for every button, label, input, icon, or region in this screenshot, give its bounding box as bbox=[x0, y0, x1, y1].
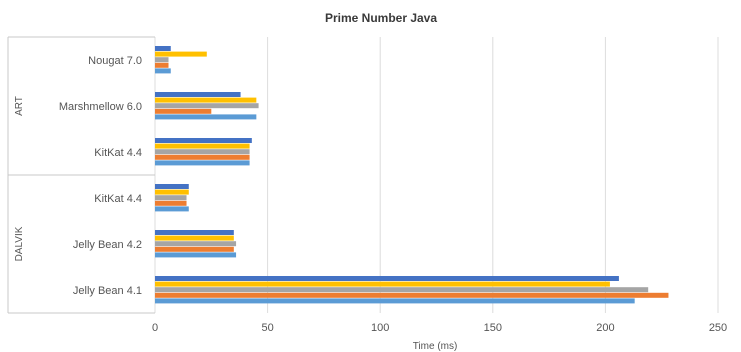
category-label: Jelly Bean 4.2 bbox=[73, 239, 142, 251]
bar bbox=[155, 57, 169, 63]
category-label: Jelly Bean 4.1 bbox=[73, 285, 142, 297]
x-tick-label: 150 bbox=[484, 322, 502, 334]
bar bbox=[155, 235, 234, 241]
bar bbox=[155, 252, 237, 258]
x-tick-label: 50 bbox=[261, 322, 273, 334]
bar bbox=[155, 298, 635, 304]
group-separators bbox=[7, 36, 155, 314]
group-label: ART bbox=[14, 96, 25, 116]
bar bbox=[155, 92, 241, 97]
bar bbox=[155, 103, 259, 109]
x-tick-label: 250 bbox=[709, 322, 727, 334]
bar bbox=[155, 68, 171, 74]
category-label: Marshmellow 6.0 bbox=[59, 101, 142, 113]
bar bbox=[155, 143, 250, 149]
category-labels: Nougat 7.0 Marshmellow 6.0 KitKat 4.4 KitKa… bbox=[59, 55, 142, 297]
bars bbox=[155, 46, 669, 304]
bar bbox=[155, 184, 189, 189]
bar bbox=[155, 246, 234, 252]
bar bbox=[155, 281, 610, 287]
gridlines bbox=[154, 37, 719, 313]
chart-title: Prime Number Java bbox=[325, 11, 437, 25]
bar bbox=[155, 114, 257, 120]
x-tick-labels: 0 50 100 150 200 250 bbox=[152, 322, 727, 334]
bar bbox=[155, 200, 187, 206]
bar bbox=[155, 97, 257, 103]
bar bbox=[155, 160, 250, 166]
group-label: DALVIK bbox=[14, 226, 25, 261]
bar bbox=[155, 195, 187, 201]
x-tick-label: 0 bbox=[152, 322, 158, 334]
bar bbox=[155, 149, 250, 155]
bar bbox=[155, 292, 669, 298]
bar bbox=[155, 138, 252, 143]
bar bbox=[155, 287, 649, 293]
bar bbox=[155, 154, 250, 160]
bar bbox=[155, 189, 189, 195]
bar bbox=[155, 108, 212, 114]
group-labels: ART DALVIK bbox=[14, 96, 25, 261]
bar bbox=[155, 62, 169, 68]
category-label: KitKat 4.4 bbox=[94, 147, 142, 159]
bar bbox=[155, 51, 207, 57]
x-tick-label: 100 bbox=[371, 322, 389, 334]
x-tick-label: 200 bbox=[596, 322, 614, 334]
x-axis-title: Time (ms) bbox=[413, 341, 458, 352]
category-label: Nougat 7.0 bbox=[88, 55, 142, 67]
bar bbox=[155, 206, 189, 212]
bar bbox=[155, 230, 234, 235]
bar bbox=[155, 46, 171, 51]
bar bbox=[155, 276, 619, 281]
bar bbox=[155, 241, 237, 247]
category-label: KitKat 4.4 bbox=[94, 193, 142, 205]
